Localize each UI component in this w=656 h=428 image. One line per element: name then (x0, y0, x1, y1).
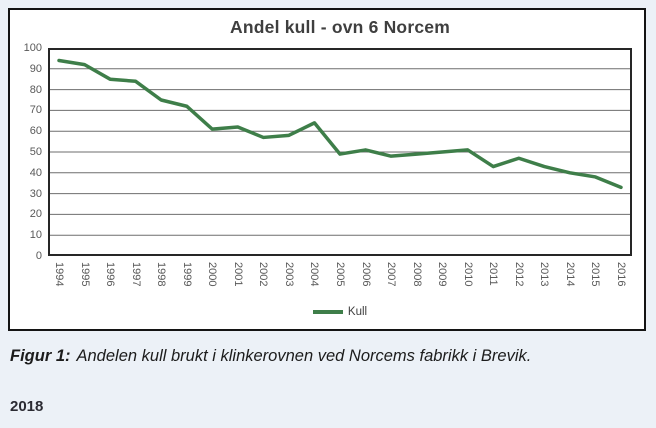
x-tick-label: 2008 (410, 262, 423, 287)
x-tick-label: 2010 (461, 262, 474, 287)
x-tick-label: 2002 (257, 262, 270, 287)
x-tick-label: 2004 (308, 262, 321, 287)
y-tick-label: 100 (23, 42, 42, 54)
caption-label: Figur 1: (10, 347, 71, 365)
x-tick-label: 2015 (589, 262, 602, 287)
x-tick-label: 1996 (104, 262, 117, 287)
x-tick-label: 2005 (334, 262, 346, 287)
y-tick-label: 40 (29, 166, 42, 179)
footer-year: 2018 (10, 398, 44, 415)
legend: Kull (48, 306, 632, 318)
x-tick-label: 1998 (155, 262, 168, 287)
x-tick-label: 2014 (563, 262, 576, 287)
x-tick-label: 2011 (487, 262, 500, 286)
x-tick-label: 2007 (385, 262, 398, 287)
chart-canvas: Kull 0 10 20 30 40 50 60 70 80 90 100 1994 1995 1996 1… (10, 10, 644, 329)
x-tick-label: 2016 (615, 262, 627, 287)
x-tick-label: 2009 (436, 262, 449, 287)
x-tick-label: 1997 (129, 262, 142, 287)
plot-area (48, 48, 632, 256)
x-tick-label: 1995 (78, 262, 91, 287)
x-tick-label: 2001 (231, 262, 244, 287)
figure-box: Andel kull - ovn 6 Norcem Kull 0 10 20 30 40… (8, 8, 646, 331)
line-chart-svg (48, 48, 632, 256)
x-tick-label: 2006 (359, 262, 372, 287)
x-tick-label: 2012 (512, 262, 525, 287)
figure-caption: Figur 1: Andelen kull brukt i klinkerovne… (10, 346, 650, 367)
y-tick-label: 30 (29, 187, 42, 200)
y-tick-label: 60 (29, 125, 42, 138)
x-tick-label: 1994 (53, 262, 65, 287)
y-tick-label: 50 (29, 146, 42, 158)
y-tick-label: 90 (29, 62, 42, 75)
x-tick-label: 2013 (538, 262, 551, 287)
plot-border (48, 48, 632, 256)
caption-text: Andelen kull brukt i klinkerovnen ved No… (76, 347, 532, 365)
y-tick-label: 20 (29, 208, 42, 221)
x-tick-label: 2000 (206, 262, 219, 287)
chart-title: Andel kull - ovn 6 Norcem (230, 17, 450, 37)
legend-line-swatch-icon (312, 310, 343, 314)
y-tick-label: 10 (29, 229, 42, 242)
x-tick-label: 1999 (180, 262, 193, 287)
y-tick-label: 0 (35, 250, 42, 262)
legend-label: Kull (347, 306, 368, 318)
data-line-kull (57, 58, 623, 190)
y-tick-label: 80 (29, 83, 42, 96)
x-tick-label: 2003 (282, 262, 295, 287)
y-tick-label: 70 (29, 104, 42, 117)
